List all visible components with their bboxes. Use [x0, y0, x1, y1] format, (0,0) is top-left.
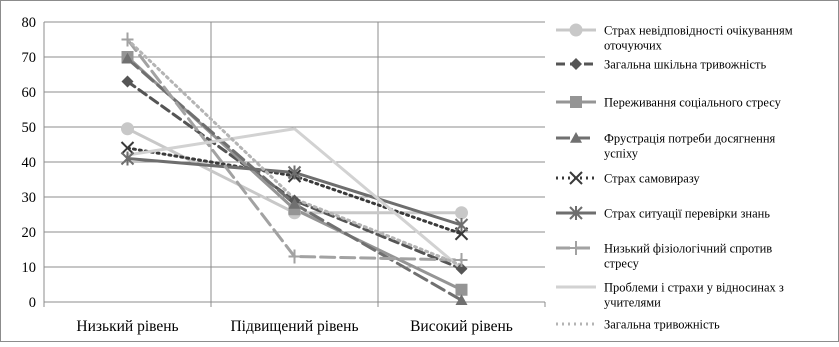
series-markers: [120, 32, 469, 306]
legend: Страх невідповідності очікуваннямоточуюч…: [556, 23, 793, 332]
series-marker-circle: [455, 206, 468, 220]
series-marker-plus: [288, 249, 301, 264]
series-marker-circle: [121, 122, 134, 136]
y-tick-label: 40: [22, 155, 37, 171]
legend-label: Загальна шкільна тривожність: [604, 58, 766, 72]
legend-label: Страх невідповідності очікуванням: [604, 24, 793, 38]
legend-label: успіху: [604, 147, 639, 161]
series-marker-diamond: [121, 75, 134, 88]
legend-label: Переживання соціального стресу: [604, 96, 782, 110]
legend-label: Страх ситуації перевірки знань: [604, 207, 770, 221]
series-marker-asterisk: [120, 151, 135, 166]
series-marker-triangle: [288, 198, 301, 209]
series-marker-diamond: [570, 58, 582, 70]
series-marker-triangle: [121, 52, 134, 64]
series-marker-square: [455, 283, 468, 296]
series-marker-circle: [569, 23, 583, 37]
series-marker-plus: [455, 253, 468, 267]
y-tick-label: 70: [22, 50, 37, 66]
legend-label: Страх самовиразу: [604, 172, 700, 186]
legend-entry: Проблеми і страхи у відносинах зучителям…: [556, 281, 784, 310]
series-marker-plus: [121, 32, 134, 47]
series-marker-asterisk: [287, 165, 302, 180]
x-tick-label: Підвищений рівень: [230, 318, 358, 335]
y-tick-label: 0: [29, 295, 36, 311]
series-marker-triangle: [570, 132, 582, 143]
legend-entry: Загальна шкільна тривожність: [556, 58, 766, 72]
series-line: [126, 127, 463, 271]
legend-label: Проблеми і страхи у відносинах з: [604, 281, 784, 295]
y-tick-label: 30: [22, 190, 37, 206]
series-marker-x: [569, 171, 583, 185]
legend-label: учителями: [604, 296, 661, 310]
y-tick-label: 10: [22, 260, 37, 276]
series-marker-diamond: [455, 262, 468, 275]
legend-entry: Страх ситуації перевірки знань: [556, 206, 770, 221]
legend-entry: Загальна тривожність: [556, 318, 720, 332]
legend-entry: Страх самовиразу: [556, 171, 700, 186]
legend-label: Низький фізіологічний спротив: [604, 242, 772, 256]
legend-entry: Страх невідповідності очікуваннямоточуюч…: [556, 23, 793, 53]
axes: 0 10 20 30 40 50 60 70 80 Низький рівень Підвищени…: [22, 15, 546, 335]
series-marker-x: [120, 141, 135, 155]
y-tick-label: 50: [22, 120, 37, 136]
legend-label: оточуючих: [604, 39, 663, 53]
series-marker-asterisk: [454, 218, 469, 232]
y-tick-label: 80: [22, 15, 37, 31]
y-tick-label: 20: [22, 225, 37, 241]
legend-label: Загальна тривожність: [604, 318, 720, 332]
x-tick-label: Низький рівень: [76, 318, 178, 335]
legend-label: стресу: [604, 257, 640, 271]
legend-entry: Переживання соціального стресу: [556, 96, 782, 110]
y-tick-label: 60: [22, 85, 37, 101]
series-marker-plus: [570, 241, 582, 255]
x-tick-label: Високий рівень: [410, 318, 513, 335]
legend-label: Фрустрація потреби досягнення: [604, 132, 776, 146]
series-marker-square: [570, 96, 582, 108]
series-marker-triangle: [455, 294, 468, 306]
series-marker-asterisk: [569, 206, 583, 220]
